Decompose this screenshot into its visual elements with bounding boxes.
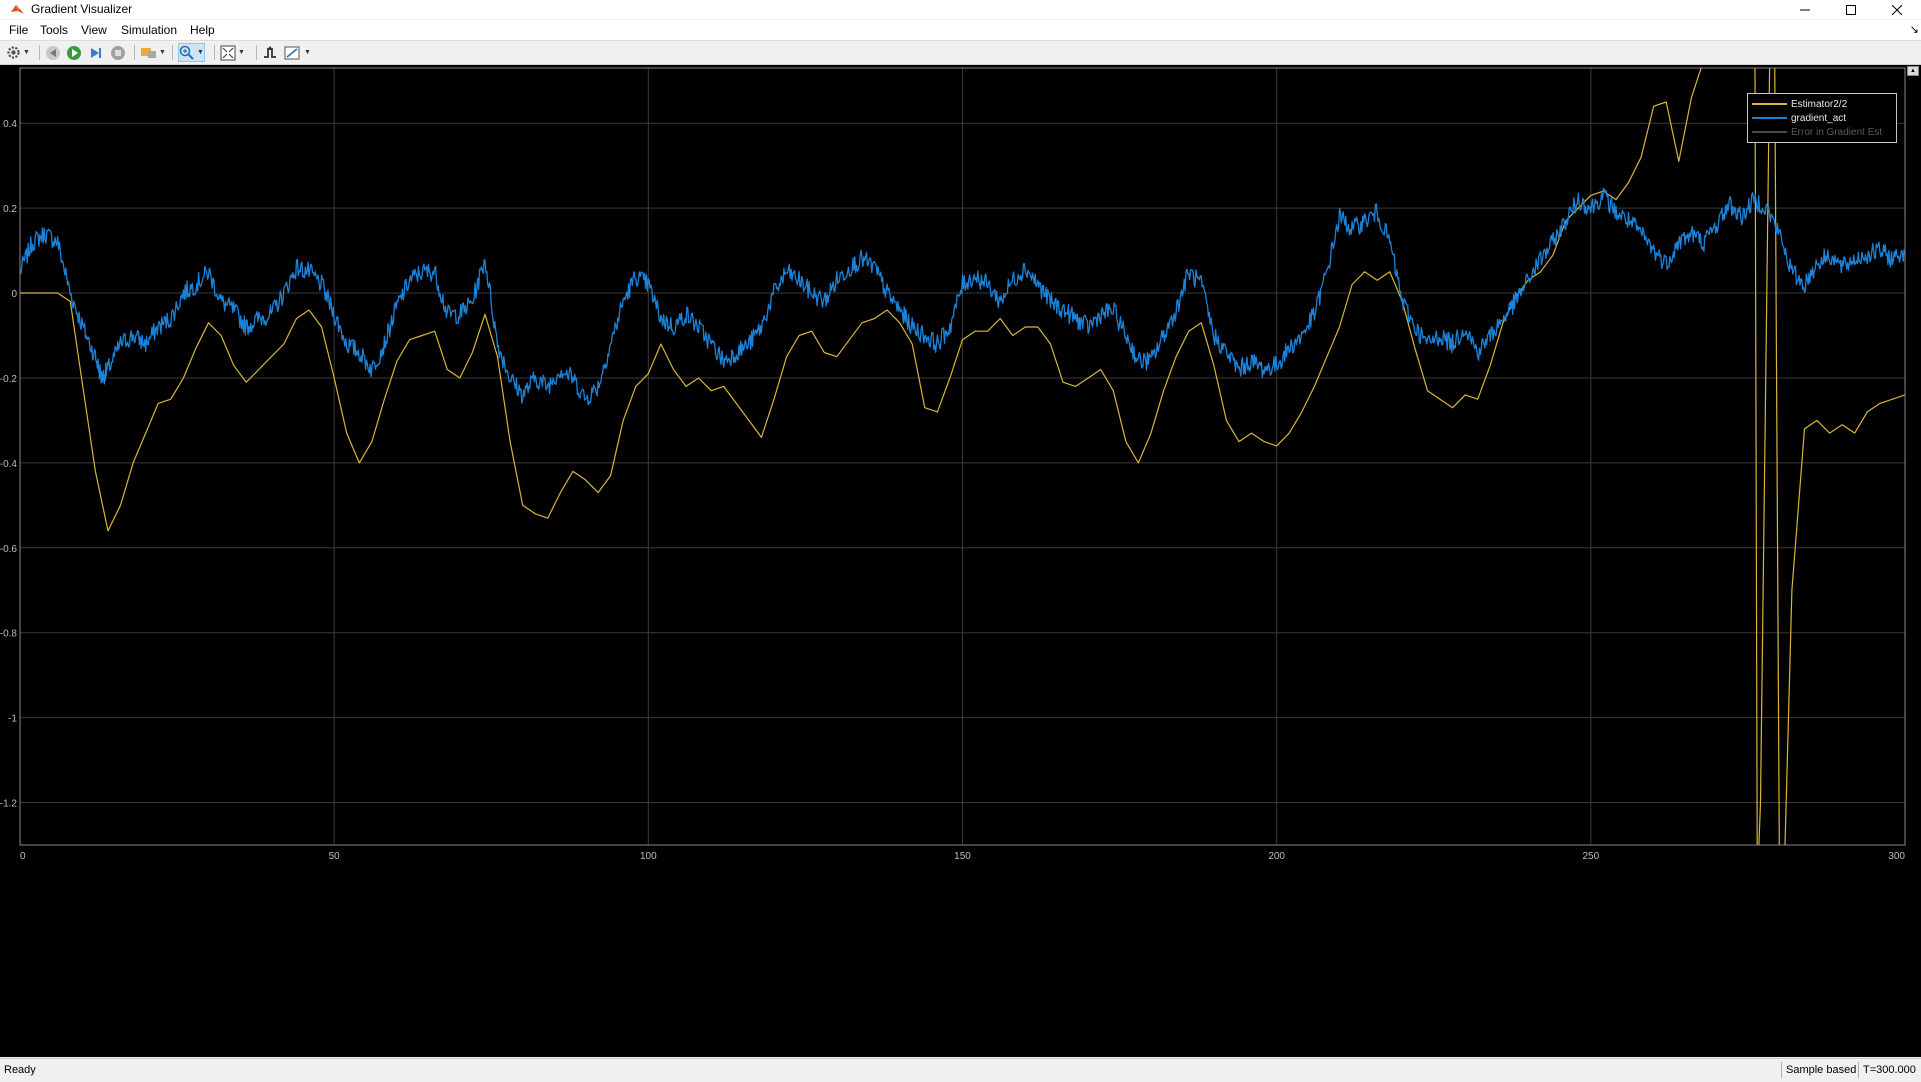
zoom-button[interactable]: ▼ bbox=[178, 43, 205, 62]
legend-label-estimator: Estimator2/2 bbox=[1791, 98, 1848, 110]
settings-button[interactable]: ▼ bbox=[6, 44, 30, 61]
stop-icon bbox=[111, 45, 125, 60]
legend-line-error bbox=[1752, 131, 1787, 133]
toolbar-separator bbox=[172, 45, 173, 60]
legend-item-estimator[interactable]: Estimator2/2 bbox=[1752, 97, 1847, 111]
menu-help[interactable]: Help bbox=[190, 23, 215, 37]
status-text: Ready bbox=[4, 1064, 36, 1076]
y-tick-label: 0 bbox=[11, 289, 17, 300]
step-forward-icon bbox=[91, 47, 101, 58]
run-icon bbox=[67, 45, 81, 60]
menu-file[interactable]: File bbox=[9, 23, 29, 37]
minimize-button[interactable] bbox=[1782, 0, 1828, 19]
x-tick-label: 250 bbox=[1582, 851, 1599, 862]
matlab-icon bbox=[11, 5, 24, 14]
series-estimator-line bbox=[20, 68, 1905, 845]
step-forward-button[interactable] bbox=[88, 44, 104, 61]
toolbar-separator bbox=[214, 45, 215, 60]
zoom-in-icon bbox=[179, 45, 194, 60]
maximize-button[interactable] bbox=[1828, 0, 1874, 19]
x-tick-label: 0 bbox=[20, 851, 26, 862]
run-button[interactable] bbox=[66, 44, 82, 61]
series-gradient-act-line bbox=[20, 188, 1905, 406]
legend-label-error: Error in Gradient Est bbox=[1791, 126, 1883, 138]
menu-view[interactable]: View bbox=[81, 23, 107, 37]
legend-line-estimator bbox=[1752, 103, 1787, 105]
y-tick-label: -0.2 bbox=[0, 374, 17, 385]
menu-bar: File Tools View Simulation Help ↘ bbox=[0, 20, 1921, 41]
status-sample-mode: Sample based bbox=[1781, 1062, 1860, 1078]
legend-label-gradient-act: gradient_act bbox=[1791, 112, 1847, 124]
title-bar: Gradient Visualizer bbox=[0, 0, 1921, 19]
settings-icon bbox=[7, 46, 20, 59]
legend-item-gradient-act[interactable]: gradient_act bbox=[1752, 111, 1846, 125]
series bbox=[20, 68, 1905, 845]
x-tick-label: 200 bbox=[1268, 851, 1285, 862]
axis-ticks: 0 50 100 150 200 250 300 0.4 0.2 0 -0.2 -0.4 -0.6 -0.… bbox=[0, 119, 1905, 862]
fit-to-view-icon bbox=[220, 45, 236, 60]
axes-box bbox=[19, 67, 1906, 846]
legend-item-error[interactable]: Error in Gradient Est bbox=[1752, 125, 1882, 139]
menu-simulation[interactable]: Simulation bbox=[121, 23, 178, 37]
step-back-button[interactable] bbox=[45, 44, 61, 61]
toolbar: ▼ ▼ ▼ ▼ bbox=[0, 41, 1921, 65]
undock-icon[interactable]: ↘ bbox=[1909, 24, 1919, 36]
menu-tools[interactable]: Tools bbox=[40, 23, 69, 37]
legend-line-gradient-act bbox=[1752, 117, 1787, 119]
fit-to-view-button[interactable]: ▼ bbox=[220, 44, 245, 61]
maximize-icon bbox=[1846, 4, 1856, 15]
highlight-button[interactable]: ▼ bbox=[140, 44, 166, 61]
step-back-icon bbox=[46, 45, 60, 60]
close-button[interactable] bbox=[1874, 0, 1920, 19]
restore-icon[interactable]: ▲ bbox=[1907, 66, 1919, 76]
status-sim-time: T=300.000 bbox=[1858, 1062, 1920, 1078]
y-tick-label: -1 bbox=[8, 714, 17, 725]
toolbar-separator bbox=[256, 45, 257, 60]
minimize-icon bbox=[1800, 9, 1810, 10]
triggers-icon bbox=[264, 45, 276, 58]
stop-button[interactable] bbox=[110, 44, 126, 61]
close-icon bbox=[1892, 4, 1902, 15]
y-tick-label: -0.6 bbox=[0, 544, 17, 555]
y-tick-label: 0.2 bbox=[3, 204, 17, 215]
scope-display: 0 50 100 150 200 250 300 0.4 0.2 0 -0.2 -0.4 -0.6 -0.… bbox=[0, 65, 1921, 1057]
scope-plot[interactable]: 0 50 100 150 200 250 300 0.4 0.2 0 -0.2 -0.4 -0.6 -0.… bbox=[0, 65, 1921, 1057]
measure-button[interactable]: ▼ bbox=[284, 44, 311, 61]
y-tick-label: -1.2 bbox=[0, 799, 17, 810]
y-tick-label: -0.4 bbox=[0, 459, 17, 470]
y-tick-label: -0.8 bbox=[0, 629, 17, 640]
x-tick-label: 300 bbox=[1888, 851, 1905, 862]
x-tick-label: 150 bbox=[954, 851, 971, 862]
window-title: Gradient Visualizer bbox=[31, 2, 133, 16]
y-tick-label: 0.4 bbox=[3, 119, 17, 130]
x-tick-label: 100 bbox=[640, 851, 657, 862]
x-tick-label: 50 bbox=[329, 851, 341, 862]
grid bbox=[19, 68, 1906, 845]
status-bar: Ready Sample based T=300.000 bbox=[0, 1058, 1921, 1082]
toolbar-separator bbox=[134, 45, 135, 60]
measure-icon bbox=[284, 46, 300, 59]
triggers-button[interactable] bbox=[262, 44, 278, 61]
toolbar-separator bbox=[39, 45, 40, 60]
highlight-icon bbox=[141, 48, 156, 58]
legend[interactable]: Estimator2/2 gradient_act Error in Gradi… bbox=[1747, 93, 1897, 143]
